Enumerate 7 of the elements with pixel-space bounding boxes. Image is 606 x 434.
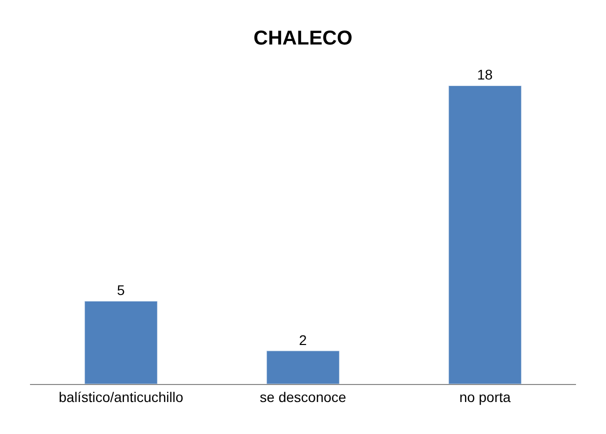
data-label: 5 — [117, 282, 125, 298]
x-tick-label: no porta — [459, 388, 511, 405]
data-label: 18 — [477, 66, 493, 83]
data-label: 2 — [299, 332, 307, 348]
x-tick-label: balístico/anticuchillo — [58, 388, 184, 405]
x-tick-label: se desconoce — [260, 388, 346, 405]
chart-title: CHALECO — [254, 27, 352, 50]
